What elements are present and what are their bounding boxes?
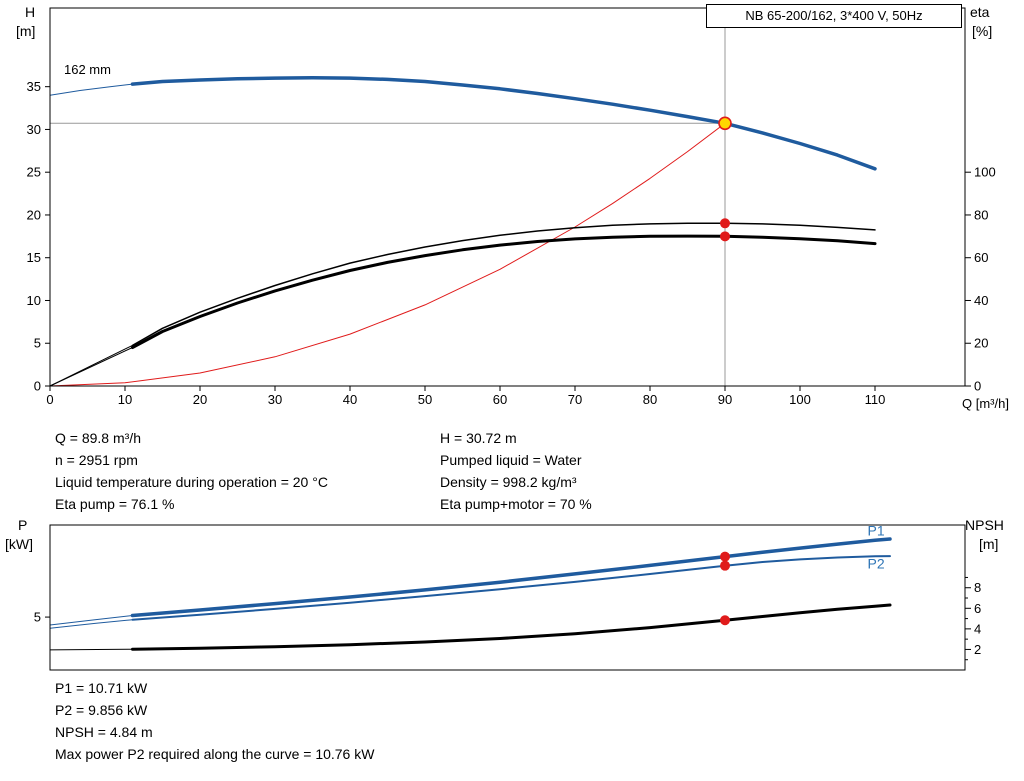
info-p2: P2 = 9.856 kW — [55, 702, 148, 718]
curve-label-P2: P2 — [868, 556, 885, 572]
curve-eta-pump-motor — [131, 234, 877, 349]
right-tick-label: 100 — [974, 165, 996, 180]
x-tick-label: 60 — [493, 392, 507, 407]
power-info-block: P1 = 10.71 kW P2 = 9.856 kW NPSH = 4.84 … — [55, 677, 374, 765]
x-tick-label: 100 — [789, 392, 811, 407]
right-tick-label: 80 — [974, 207, 988, 222]
info-npsh: NPSH = 4.84 m — [55, 724, 153, 740]
info-head: H = 30.72 m — [440, 430, 517, 446]
x-tick-label: 70 — [568, 392, 582, 407]
power-axis-unit: [kW] — [5, 536, 33, 552]
head-axis-unit: [m] — [16, 23, 36, 39]
curve-point-marker — [720, 560, 730, 571]
right-tick-label: 40 — [974, 293, 988, 308]
curve-point-marker — [720, 551, 730, 562]
eta-axis-unit: [%] — [972, 23, 993, 39]
curve-NPSH-lead — [49, 648, 133, 651]
eta-axis-label: eta — [970, 4, 990, 20]
info-eta-pump: Eta pump = 76.1 % — [55, 496, 175, 512]
curve-head-162mm-lead — [49, 83, 133, 96]
right-tick-label: 6 — [974, 601, 981, 616]
x-tick-label: 0 — [46, 392, 53, 407]
info-flow: Q = 89.8 m³/h — [55, 430, 141, 446]
right-tick-label: 20 — [974, 336, 988, 351]
info-pumped-liquid: Pumped liquid = Water — [440, 452, 582, 468]
x-tick-label: 90 — [718, 392, 732, 407]
x-tick-label: 80 — [643, 392, 657, 407]
duty-point-marker[interactable] — [718, 116, 732, 131]
x-tick-label: 50 — [418, 392, 432, 407]
right-tick-label: 8 — [974, 580, 981, 595]
info-max-power: Max power P2 required along the curve = … — [55, 746, 375, 762]
pump-title-box: NB 65-200/162, 3*400 V, 50Hz — [706, 4, 962, 28]
info-speed: n = 2951 rpm — [55, 452, 138, 468]
power-npsh-chart: 5 2 4 6 8 P1 P2 — [34, 522, 981, 671]
curve-point-marker — [720, 615, 730, 626]
x-tick-label: 110 — [865, 392, 886, 407]
impeller-diameter-label: 162 mm — [64, 62, 111, 77]
left-tick-label: 35 — [27, 79, 41, 94]
right-tick-label: 0 — [974, 379, 981, 394]
x-tick-label: 40 — [343, 392, 357, 407]
curve-point-marker — [720, 231, 730, 242]
left-tick-label: 20 — [27, 207, 41, 222]
left-tick-label: 25 — [27, 165, 41, 180]
curve-label-P1: P1 — [868, 522, 885, 538]
plot-frame — [49, 524, 966, 671]
curve-system-curve — [49, 122, 726, 387]
info-liquid-temperature: Liquid temperature during operation = 20… — [55, 474, 328, 490]
left-tick-label: 5 — [34, 336, 41, 351]
left-tick-label: 15 — [27, 250, 41, 265]
info-p1: P1 = 10.71 kW — [55, 680, 148, 696]
x-tick-label: 30 — [268, 392, 282, 407]
left-tick-label: 0 — [34, 379, 41, 394]
right-tick-label: 2 — [974, 642, 981, 657]
operating-info-left: Q = 89.8 m³/h n = 2951 rpm Liquid temper… — [55, 427, 328, 515]
left-tick-label: 10 — [27, 293, 41, 308]
left-tick-label: 5 — [34, 610, 41, 625]
npsh-axis-unit: [m] — [979, 536, 999, 552]
info-eta-pump-motor: Eta pump+motor = 70 % — [440, 496, 592, 512]
hq-eta-chart: 0 5 10 15 20 25 30 35 0 20 40 60 80 100 0 10 20 30 40 50 60 7… — [27, 7, 996, 407]
right-tick-label: 60 — [974, 250, 988, 265]
curve-head-162mm — [130, 75, 877, 171]
head-axis-label: H — [25, 4, 36, 20]
curve-eta-pump — [131, 222, 876, 347]
curve-P2-lead — [49, 619, 133, 629]
left-tick-label: 30 — [27, 122, 41, 137]
curve-NPSH — [131, 603, 892, 651]
curve-P1-lead — [49, 615, 133, 626]
info-density: Density = 998.2 kg/m³ — [440, 474, 577, 490]
curve-P2 — [131, 555, 891, 621]
plot-frame — [49, 7, 966, 387]
x-tick-label: 20 — [193, 392, 207, 407]
pump-title: NB 65-200/162, 3*400 V, 50Hz — [745, 8, 923, 23]
x-tick-label: 10 — [118, 392, 132, 407]
right-tick-label: 4 — [974, 621, 981, 636]
flow-axis-label: Q [m³/h] — [962, 396, 1009, 411]
npsh-axis-label: NPSH — [965, 517, 1004, 533]
operating-info-right: H = 30.72 m Pumped liquid = Water Densit… — [440, 427, 592, 515]
curve-eta-pump-motor-lead — [49, 347, 133, 387]
curve-P1 — [130, 537, 892, 618]
power-axis-label: P — [18, 517, 28, 533]
curve-point-marker — [720, 218, 730, 229]
